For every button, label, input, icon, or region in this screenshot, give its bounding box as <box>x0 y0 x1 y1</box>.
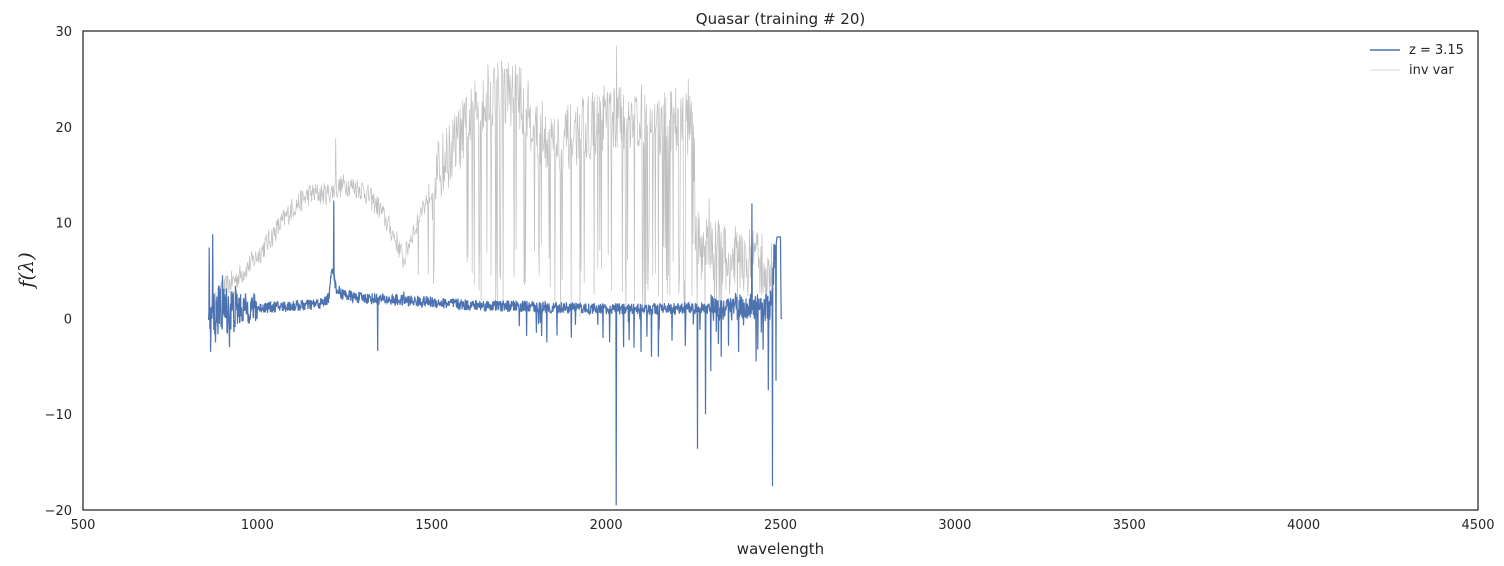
y-tick-label: 20 <box>55 121 72 136</box>
y-axis-ticks: −20 −10 0 10 20 30 <box>45 25 72 519</box>
x-axis-title: wavelength <box>737 540 824 558</box>
plot-area <box>208 45 783 506</box>
y-tick-label: 0 <box>64 312 72 327</box>
series-line-flux <box>208 200 783 506</box>
x-tick-label: 4500 <box>1461 518 1494 533</box>
x-tick-label: 1000 <box>241 518 274 533</box>
legend-label-flux: z = 3.15 <box>1409 43 1464 58</box>
x-tick-label: 3000 <box>938 518 971 533</box>
y-tick-label: −20 <box>45 504 72 519</box>
legend-label-inv-var: inv var <box>1409 63 1454 78</box>
plot-frame <box>82 30 1479 511</box>
series-inv-var-group <box>208 45 774 319</box>
legend: z = 3.15 inv var <box>1370 43 1464 78</box>
y-tick-label: 10 <box>55 217 72 232</box>
x-tick-label: 2000 <box>590 518 623 533</box>
x-tick-label: 4000 <box>1287 518 1320 533</box>
x-tick-label: 3500 <box>1113 518 1146 533</box>
x-tick-label: 1500 <box>415 518 448 533</box>
series-line-inv-var <box>208 45 774 319</box>
series-flux-group <box>208 200 783 506</box>
x-axis-ticks: 500 1000 1500 2000 2500 3000 3500 4000 4500 <box>71 518 1495 533</box>
x-tick-label: 2500 <box>764 518 797 533</box>
x-tick-label: 500 <box>71 518 96 533</box>
y-axis-title: f(λ) <box>14 252 38 290</box>
chart-title: Quasar (training # 20) <box>696 10 865 28</box>
y-tick-label: 30 <box>55 25 72 40</box>
y-tick-label: −10 <box>45 408 72 423</box>
